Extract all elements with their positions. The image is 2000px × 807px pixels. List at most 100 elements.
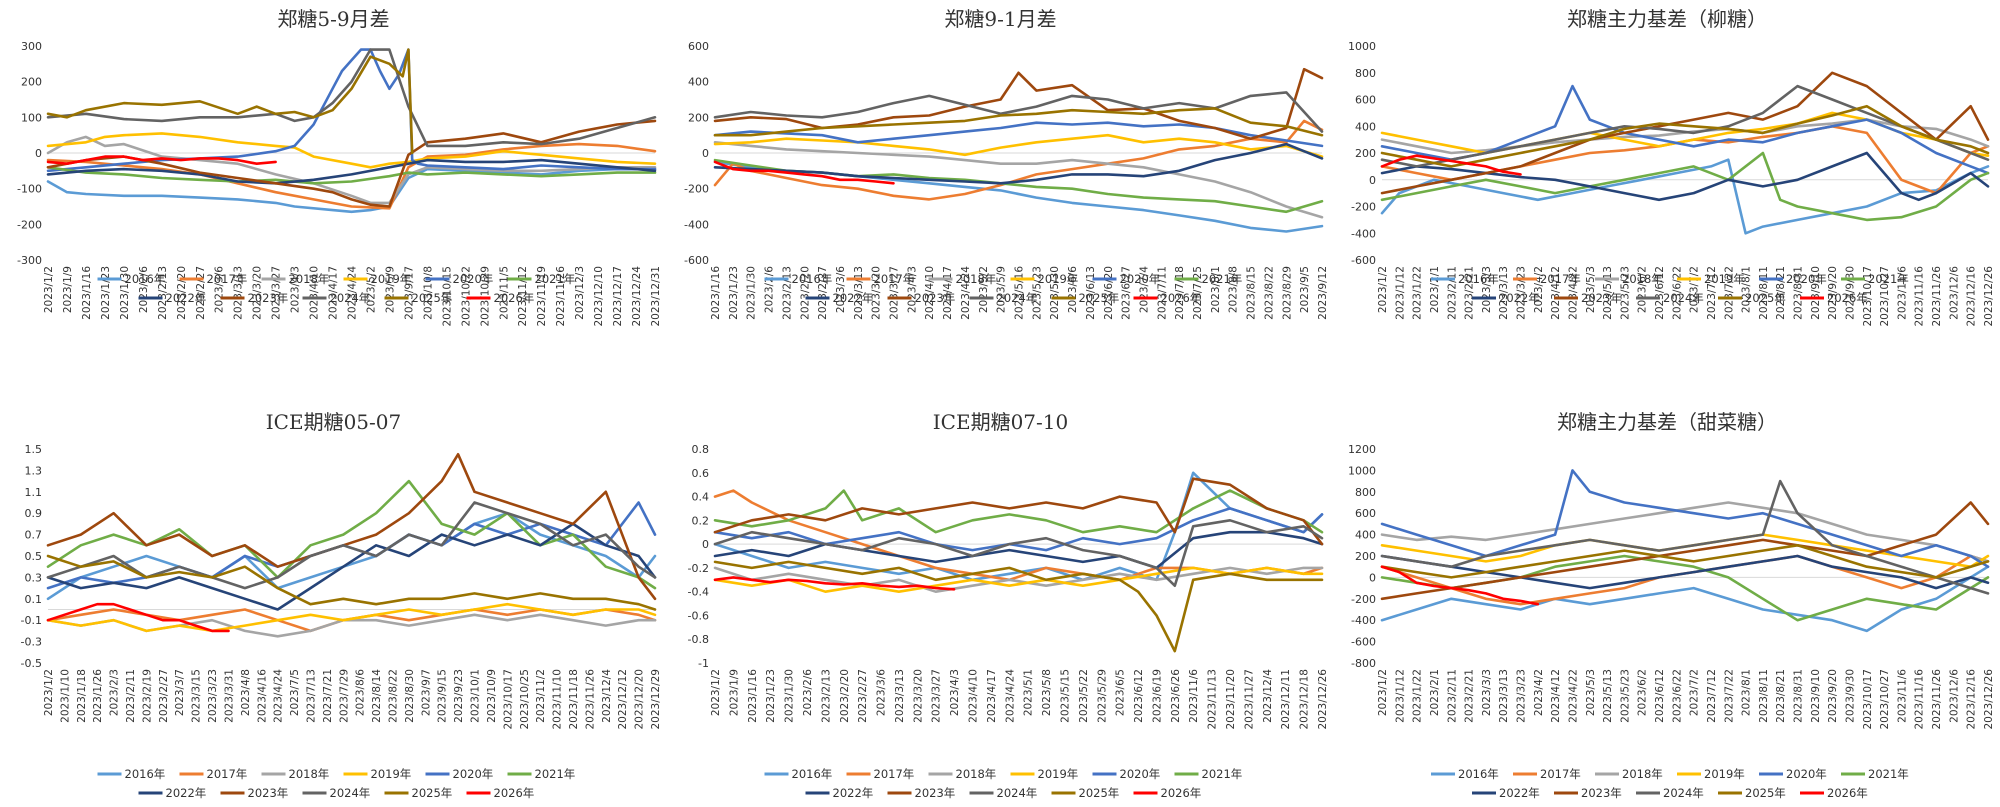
x-tick-label: 2023/6/5 — [1115, 669, 1127, 716]
y-tick-label: -0.6 — [688, 609, 709, 622]
legend-label: 2016年 — [1458, 272, 1499, 286]
y-tick-label: -1 — [698, 657, 709, 670]
legend-item: 2023年 — [887, 291, 956, 305]
legend-item: 2026年 — [1133, 786, 1201, 800]
legend-item: 2020年 — [1759, 767, 1827, 781]
x-tick-label: 2023/5/29 — [1096, 669, 1108, 723]
series-line-2021 — [1380, 151, 1990, 222]
legend-item: 2022年 — [138, 786, 206, 800]
x-tick-label: 2023/9/7 — [420, 669, 432, 716]
x-tick-label: 2023/9/23 — [453, 669, 465, 723]
x-tick-label: 2023/5/13 — [1602, 669, 1614, 723]
legend-item: 2023年 — [1554, 786, 1622, 800]
x-tick-label: 2023/1/16 — [747, 669, 759, 723]
x-tick-label: 2023/4/10 — [309, 266, 321, 320]
x-tick-label: 2023/2/6 — [138, 266, 150, 313]
legend-item: 2017年 — [846, 767, 914, 781]
series-line-2023 — [46, 452, 657, 601]
legend-label: 2020年 — [453, 767, 494, 781]
legend-label: 2025年 — [412, 786, 453, 800]
x-tick-label: 2023/5/9 — [384, 266, 396, 313]
series-line-2019 — [713, 566, 1324, 593]
legend-item: 2021年 — [507, 767, 575, 781]
y-tick-label: 0.7 — [25, 529, 43, 542]
y-tick-label: 800 — [1355, 67, 1376, 80]
x-tick-label: 2023/12/26 — [1983, 266, 1995, 327]
x-tick-label: 2023/7/12 — [1706, 669, 1718, 723]
chart-panel-4: ICE期糖05-07 1.5 1.3 1.1 0.9 0.7 0.5 0.3 0.1 -0.1 -0… — [0, 403, 667, 807]
x-tick-label: 2023/1/30 — [119, 266, 131, 320]
legend-item: 2025年 — [1718, 786, 1786, 800]
x-tick-label: 2023/3/3 — [1481, 266, 1493, 313]
legend-label: 2021年 — [1868, 767, 1909, 781]
x-tick-label: 2023/1/23 — [100, 266, 112, 320]
legend-label: 2016年 — [125, 272, 166, 286]
x-tick-label: 2023/8/15 — [1246, 266, 1258, 320]
x-tick-label: 2023/9/10 — [1810, 266, 1822, 320]
x-tick-label: 2023/2/13 — [157, 266, 169, 320]
series-line-2021 — [46, 166, 657, 185]
x-tick-label: 2023/3/13 — [233, 266, 245, 320]
legend-label: 2018年 — [1622, 272, 1663, 286]
chart-ice-sugar-07-10: ICE期糖07-10 0.8 0.6 0.4 0.2 0 -0.2 -0.4 -0.6 -0.8 -… — [688, 410, 1329, 800]
x-tick-label: 2023/12/6 — [1948, 669, 1960, 723]
legend-item: 2017年 — [1513, 767, 1581, 781]
legend-item: 2018年 — [928, 272, 996, 286]
series-line-2020 — [1380, 84, 1990, 175]
x-tick-label: 2023/2/11 — [1446, 266, 1458, 320]
chart-panel-6: 郑糖主力基差（甜菜糖） 1200 1000 800 600 400 200 0 -200 -400… — [1334, 403, 2000, 807]
y-tick-label: -600 — [1351, 254, 1376, 267]
x-tick-label: 2023/11/5 — [498, 266, 510, 320]
y-tick-label: -0.1 — [21, 614, 42, 627]
series-line-2019 — [1380, 111, 1990, 157]
legend-label: 2025年 — [1079, 786, 1120, 800]
legend-item: 2020年 — [1092, 767, 1160, 781]
x-tick-label: 2023/9/15 — [437, 669, 449, 723]
legend-item: 2017年 — [179, 272, 247, 286]
x-tick-label: 2023/4/22 — [1567, 266, 1579, 320]
x-tick-label: 2023/3/20 — [252, 266, 264, 320]
x-tick-label: 2023/11/6 — [1188, 669, 1200, 723]
y-tick-label: 400 — [1355, 120, 1376, 133]
x-tick-label: 2023/1/9 — [728, 669, 740, 716]
x-tick-label: 2023/6/12 — [1133, 669, 1145, 723]
x-tick-label: 2023/11/6 — [1896, 266, 1908, 320]
x-tick-label: 2023/9/10 — [1810, 669, 1822, 723]
x-tick-label: 2023/11/26 — [1931, 266, 1943, 327]
x-tick-label: 2023/11/12 — [517, 266, 529, 327]
y-tick-label: 0.6 — [692, 467, 710, 480]
x-tick-label: 2023/2/1 — [1429, 669, 1441, 716]
x-tick-label: 2023/12/24 — [631, 266, 643, 327]
x-tick-label: 2023/2/6 — [764, 266, 776, 313]
series-line-2016 — [1380, 158, 1990, 235]
legend-label: 2025年 — [1079, 291, 1120, 305]
y-tick-label: 300 — [21, 40, 42, 53]
x-tick-label: 2023/6/26 — [1170, 669, 1182, 723]
x-tick-label: 2023/2/20 — [799, 266, 811, 320]
x-tick-label: 2023/2/11 — [125, 669, 137, 723]
series-line-2019 — [46, 602, 657, 633]
y-tick-label: 200 — [1355, 550, 1376, 563]
x-tick-label: 2023/3/13 — [894, 669, 906, 723]
x-tick-label: 2023/9/5 — [1299, 266, 1311, 313]
x-tick-label: 2023/4/8 — [240, 669, 252, 716]
y-tick-label: -200 — [1351, 593, 1376, 606]
chart-title: ICE期糖07-10 — [933, 410, 1068, 434]
x-tick-label: 2023/6/6 — [1067, 266, 1079, 313]
legend-item: 2021年 — [507, 272, 575, 286]
y-tick-label: -800 — [1351, 657, 1376, 670]
legend-item: 2025年 — [1718, 291, 1786, 305]
legend-item: 2025年 — [1051, 291, 1120, 305]
y-tick-label: -0.5 — [21, 657, 42, 670]
x-tick-label: 2023/1/22 — [1412, 669, 1424, 723]
x-tick-label: 2023/7/12 — [1706, 266, 1718, 320]
legend-label: 2023年 — [915, 291, 956, 305]
legend-item: 2022年 — [805, 291, 873, 305]
legend-label: 2016年 — [1458, 767, 1499, 781]
x-tick-label: 2023/1/26 — [92, 669, 104, 723]
legend-label: 2026年 — [494, 291, 535, 305]
x-tick-label: 2023/1/2 — [43, 669, 55, 716]
series-line-2025 — [1380, 544, 1990, 579]
series-line-2022 — [46, 522, 657, 611]
